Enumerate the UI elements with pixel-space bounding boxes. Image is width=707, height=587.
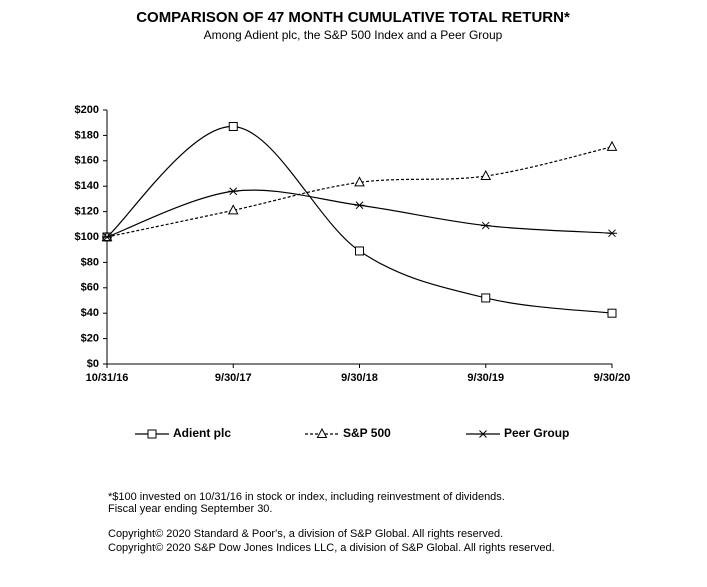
legend-label: Peer Group <box>504 426 569 440</box>
point-marker <box>355 246 364 256</box>
footnote: Copyright© 2020 Standard & Poor's, a div… <box>108 528 503 540</box>
footnote: *$100 invested on 10/31/16 in stock or i… <box>108 491 505 503</box>
series-line <box>106 125 613 314</box>
footnote: Copyright© 2020 S&P Dow Jones Indices LL… <box>108 542 555 554</box>
y-tick-label: $180 <box>75 129 99 141</box>
chart-subtitle: Among Adient plc, the S&P 500 Index and … <box>204 28 503 42</box>
point-marker <box>228 187 239 196</box>
point-marker <box>354 201 365 210</box>
y-tick-label: $160 <box>75 155 99 167</box>
legend-marker <box>478 430 488 438</box>
x-tick-label: 10/31/16 <box>86 372 129 384</box>
point-marker <box>480 169 492 181</box>
y-tick-label: $120 <box>75 206 99 218</box>
chart-title: COMPARISON OF 47 MONTH CUMULATIVE TOTAL … <box>136 9 570 26</box>
point-marker <box>227 204 239 215</box>
y-tick-label: $0 <box>87 358 99 370</box>
y-tick-label: $60 <box>81 282 99 294</box>
y-tick-label: $200 <box>75 104 99 116</box>
x-tick-label: 9/30/19 <box>467 372 504 384</box>
point-marker <box>607 229 617 238</box>
legend-marker <box>316 427 328 438</box>
legend-marker <box>147 429 157 439</box>
series-line <box>106 146 613 238</box>
point-marker <box>354 176 365 187</box>
y-tick-label: $140 <box>75 180 99 192</box>
point-marker <box>606 140 618 151</box>
y-tick-label: $40 <box>81 307 99 319</box>
x-tick-label: 9/30/18 <box>341 372 378 384</box>
x-tick-label: 9/30/20 <box>594 372 631 384</box>
y-tick-label: $80 <box>81 256 99 268</box>
legend-label: Adient plc <box>173 426 231 440</box>
y-tick-label: $100 <box>75 231 99 243</box>
point-marker <box>481 293 491 303</box>
point-marker <box>480 221 491 230</box>
x-tick-label: 9/30/17 <box>215 372 252 384</box>
point-marker <box>228 122 238 132</box>
point-marker <box>102 233 112 241</box>
point-marker <box>607 308 617 318</box>
y-tick-label: $20 <box>81 333 99 345</box>
legend-label: S&P 500 <box>343 426 391 440</box>
series-line <box>106 189 613 238</box>
footnote: Fiscal year ending September 30. <box>108 503 272 515</box>
